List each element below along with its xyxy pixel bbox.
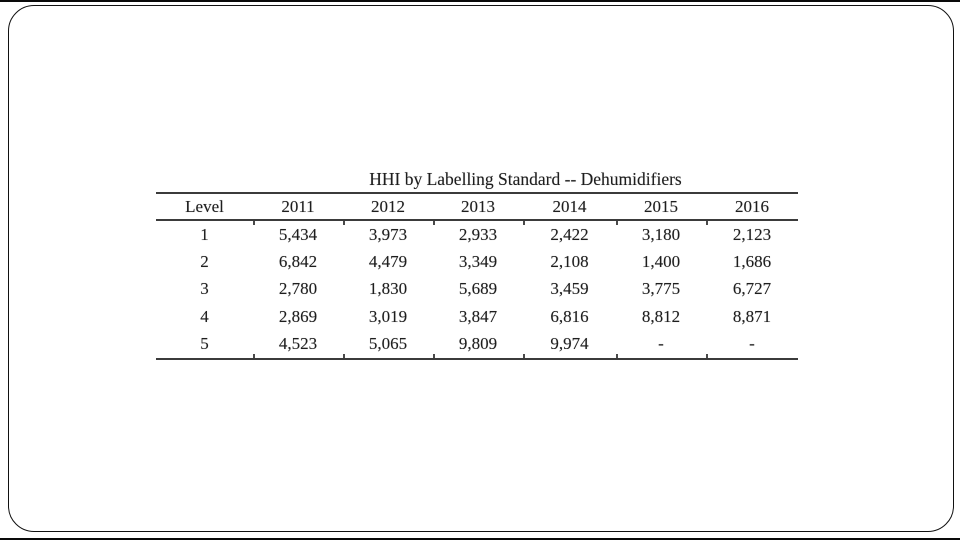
table-cell: 1 [200, 224, 209, 244]
header-cell-level: Level [156, 193, 253, 221]
table-cell: 5 [200, 334, 209, 354]
table-cell: 6,842 [278, 252, 318, 272]
table-cell: 1,400 [641, 252, 681, 272]
table-cell: 2,869 [278, 306, 318, 326]
table-cell: 2 [200, 252, 209, 272]
table-cell: - [658, 334, 664, 354]
table-row: 3 2,780 1,830 5,689 3,459 3,775 6,727 [156, 276, 798, 303]
table-cell: 3 [200, 279, 209, 299]
header-cell-2012: 2012 [343, 193, 433, 221]
header-cell-2015: 2015 [616, 193, 706, 221]
table-header-row: Level 2011 2012 2013 2014 2015 2016 [156, 193, 798, 221]
table-cell: 1,686 [732, 252, 772, 272]
table-cell: 3,349 [458, 252, 498, 272]
header-cell-2013: 2013 [433, 193, 523, 221]
table-title: HHI by Labelling Standard -- Dehumidifie… [369, 169, 682, 189]
table-row: 5 4,523 5,065 9,809 9,974 - - [156, 330, 798, 359]
table-row: 4 2,869 3,019 3,847 6,816 8,812 8,871 [156, 303, 798, 330]
table-cell: 5,065 [368, 334, 408, 354]
table-cell: 2,780 [278, 279, 318, 299]
table-cell: 6,727 [732, 279, 772, 299]
table-cell: 3,019 [368, 306, 408, 326]
table-cell: 3,973 [368, 224, 408, 244]
hhi-table: Level 2011 2012 2013 2014 2015 2016 1 5,… [156, 192, 798, 360]
table-cell: 3,180 [641, 224, 681, 244]
slide-top-edge-line [0, 0, 960, 2]
table-cell: 3,847 [458, 306, 498, 326]
table-cell: - [749, 334, 755, 354]
table-cell: 2,933 [458, 224, 498, 244]
table-cell: 5,434 [278, 224, 318, 244]
table-cell: 8,812 [641, 306, 681, 326]
table-cell: 9,809 [458, 334, 498, 354]
table-cell: 3,459 [550, 279, 589, 299]
table-cell: 4,479 [368, 252, 408, 272]
table-cell: 3,775 [641, 279, 681, 299]
slide-bottom-edge-line [0, 538, 960, 540]
header-cell-2011: 2011 [253, 193, 343, 221]
table-cell: 2,123 [732, 224, 772, 244]
table-cell: 9,974 [550, 334, 589, 354]
table-row: 2 6,842 4,479 3,349 2,108 1,400 1,686 [156, 249, 798, 276]
table-cell: 1,830 [368, 279, 408, 299]
table-row: 1 5,434 3,973 2,933 2,422 3,180 2,123 [156, 220, 798, 249]
table-cell: 4 [200, 306, 209, 326]
table-cell: 8,871 [732, 306, 772, 326]
header-cell-2016: 2016 [706, 193, 798, 221]
table-cell: 2,422 [550, 224, 589, 244]
table-cell: 6,816 [550, 306, 589, 326]
table-cell: 5,689 [458, 279, 498, 299]
header-cell-2014: 2014 [523, 193, 616, 221]
table-cell: 4,523 [278, 334, 318, 354]
hhi-table-block: HHI by Labelling Standard -- Dehumidifie… [156, 169, 798, 361]
slide-rounded-border [8, 5, 954, 532]
table-cell: 2,108 [550, 252, 589, 272]
